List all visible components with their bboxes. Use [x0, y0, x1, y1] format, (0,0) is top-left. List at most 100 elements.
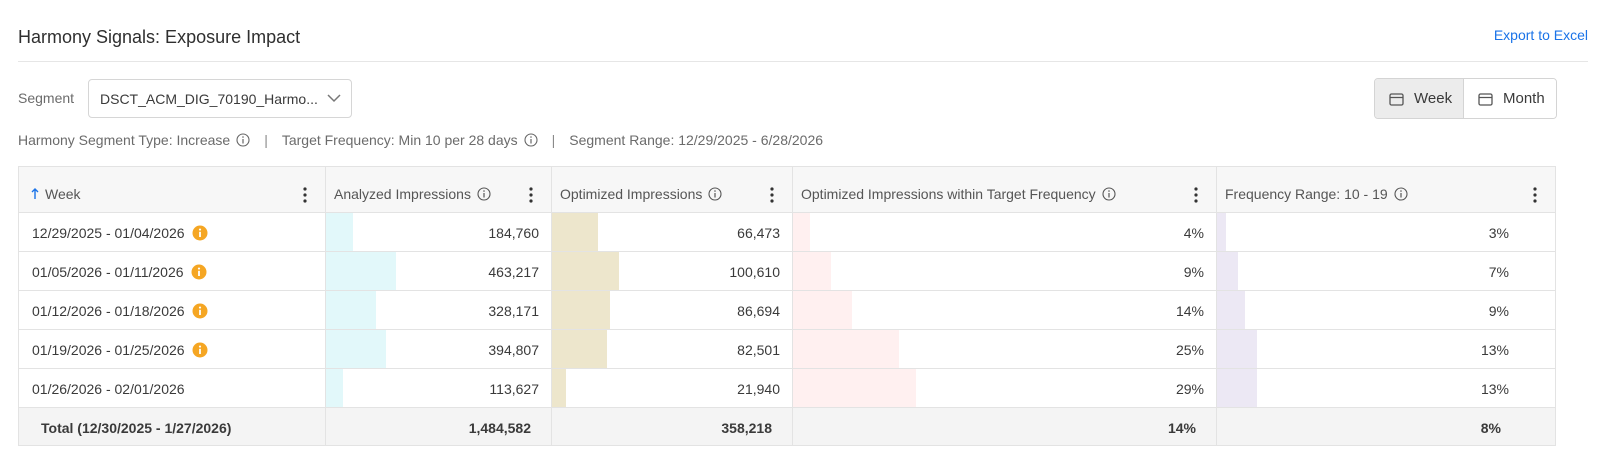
week-range: 01/19/2026 - 01/25/2026 [32, 342, 208, 358]
segment-type-text: Harmony Segment Type: Increase [18, 132, 231, 148]
week-cell: 01/19/2026 - 01/25/2026 [19, 330, 326, 368]
total-analyzed-cell: 1,484,582 [326, 408, 552, 445]
week-toggle-button[interactable]: Week [1375, 79, 1464, 118]
warning-info-icon[interactable] [191, 264, 207, 280]
total-analyzed-value: 1,484,582 [468, 420, 531, 436]
data-bar [793, 369, 916, 407]
data-bar [552, 291, 610, 329]
meta-separator: | [264, 132, 268, 148]
within-target-frequency-cell: 14% [793, 291, 1217, 329]
cell-value: 3% [1488, 225, 1509, 241]
export-to-excel-link[interactable]: Export to Excel [1493, 27, 1588, 43]
total-optimized-cell: 358,218 [552, 408, 793, 445]
info-icon[interactable] [1394, 187, 1408, 201]
total-week-cell: Total (12/30/2025 - 1/27/2026) [19, 408, 326, 445]
analyzed-impressions-cell: 113,627 [326, 369, 552, 407]
data-bar [552, 252, 619, 290]
optimized-impressions-cell: 100,610 [552, 252, 793, 290]
column-menu-icon[interactable] [770, 187, 774, 203]
week-range: 01/05/2026 - 01/11/2026 [32, 264, 207, 280]
cell-value: 86,694 [737, 303, 780, 319]
column-header-label: Analyzed Impressions [334, 186, 471, 202]
data-bar [326, 213, 353, 251]
column-header-week[interactable]: Week [19, 167, 326, 212]
total-within-target-value: 14% [1167, 420, 1196, 436]
optimized-impressions-cell: 86,694 [552, 291, 793, 329]
data-bar [1217, 291, 1245, 329]
column-header-analyzed-impressions[interactable]: Analyzed Impressions [326, 167, 552, 212]
cell-value: 29% [1175, 381, 1204, 397]
data-bar [326, 252, 396, 290]
week-range: 12/29/2025 - 01/04/2026 [32, 225, 208, 241]
warning-info-icon[interactable] [192, 342, 208, 358]
data-bar [326, 291, 376, 329]
data-bar [552, 213, 598, 251]
column-menu-icon[interactable] [303, 187, 307, 203]
cell-value: 82,501 [737, 342, 780, 358]
frequency-range-cell: 13% [1217, 369, 1555, 407]
sort-ascending-icon [31, 188, 39, 199]
total-optimized-value: 358,218 [721, 420, 772, 436]
analyzed-impressions-cell: 394,807 [326, 330, 552, 368]
info-icon[interactable] [524, 133, 538, 147]
info-icon[interactable] [236, 133, 250, 147]
within-target-frequency-cell: 9% [793, 252, 1217, 290]
month-toggle-button[interactable]: Month [1464, 79, 1556, 118]
optimized-impressions-cell: 66,473 [552, 213, 793, 251]
cell-value: 14% [1175, 303, 1204, 319]
analyzed-impressions-cell: 184,760 [326, 213, 552, 251]
table-header-row: Week Analyzed Impressions Optimized Impr… [19, 167, 1555, 213]
data-bar [1217, 369, 1257, 407]
target-frequency-text: Target Frequency: Min 10 per 28 days [281, 132, 518, 148]
column-header-label: Week [45, 186, 81, 202]
analyzed-impressions-cell: 463,217 [326, 252, 552, 290]
exposure-impact-table: Week Analyzed Impressions Optimized Impr… [18, 166, 1556, 446]
week-cell: 01/26/2026 - 02/01/2026 [19, 369, 326, 407]
optimized-impressions-cell: 82,501 [552, 330, 793, 368]
total-frequency-range-value: 8% [1480, 420, 1501, 436]
column-menu-icon[interactable] [1533, 187, 1537, 203]
frequency-range-cell: 13% [1217, 330, 1555, 368]
info-icon[interactable] [477, 187, 491, 201]
week-toggle-label: Week [1414, 90, 1453, 107]
row-end-gap [1523, 252, 1555, 290]
warning-info-icon[interactable] [192, 303, 208, 319]
data-bar [326, 369, 343, 407]
column-header-optimized-impressions[interactable]: Optimized Impressions [552, 167, 793, 212]
within-target-frequency-cell: 29% [793, 369, 1217, 407]
week-range-label: 01/19/2026 - 01/25/2026 [32, 342, 185, 358]
data-bar [1217, 330, 1257, 368]
column-header-within-target-frequency[interactable]: Optimized Impressions within Target Freq… [793, 167, 1217, 212]
column-menu-icon[interactable] [529, 187, 533, 203]
warning-info-icon[interactable] [192, 225, 208, 241]
frequency-range-cell: 7% [1217, 252, 1555, 290]
column-header-frequency-range[interactable]: Frequency Range: 10 - 19 [1217, 167, 1555, 212]
data-bar [1217, 252, 1238, 290]
frequency-range-cell: 9% [1217, 291, 1555, 329]
chevron-down-icon [327, 94, 341, 103]
week-range-label: 01/05/2026 - 01/11/2026 [32, 264, 184, 280]
within-target-frequency-cell: 25% [793, 330, 1217, 368]
week-cell: 12/29/2025 - 01/04/2026 [19, 213, 326, 251]
segment-label: Segment [18, 90, 75, 106]
cell-value: 328,171 [488, 303, 539, 319]
cell-value: 113,627 [489, 381, 539, 397]
data-bar [793, 330, 899, 368]
week-cell: 01/12/2026 - 01/18/2026 [19, 291, 326, 329]
total-label: Total (12/30/2025 - 1/27/2026) [41, 420, 232, 436]
row-end-gap [1523, 213, 1555, 251]
table-row: 01/19/2026 - 01/25/2026 394,807 82,501 25% 1… [19, 330, 1555, 369]
row-end-gap [1523, 291, 1555, 329]
info-icon[interactable] [1102, 187, 1116, 201]
cell-value: 463,217 [488, 264, 539, 280]
column-menu-icon[interactable] [1194, 187, 1198, 203]
segment-select[interactable]: DSCT_ACM_DIG_70190_Harmo... [88, 79, 352, 118]
within-target-frequency-cell: 4% [793, 213, 1217, 251]
info-icon[interactable] [708, 187, 722, 201]
week-cell: 01/05/2026 - 01/11/2026 [19, 252, 326, 290]
calendar-icon [1389, 92, 1404, 106]
cell-value: 394,807 [488, 342, 539, 358]
month-toggle-label: Month [1503, 90, 1545, 107]
data-bar [793, 213, 810, 251]
week-range-label: 01/26/2026 - 02/01/2026 [32, 381, 185, 397]
